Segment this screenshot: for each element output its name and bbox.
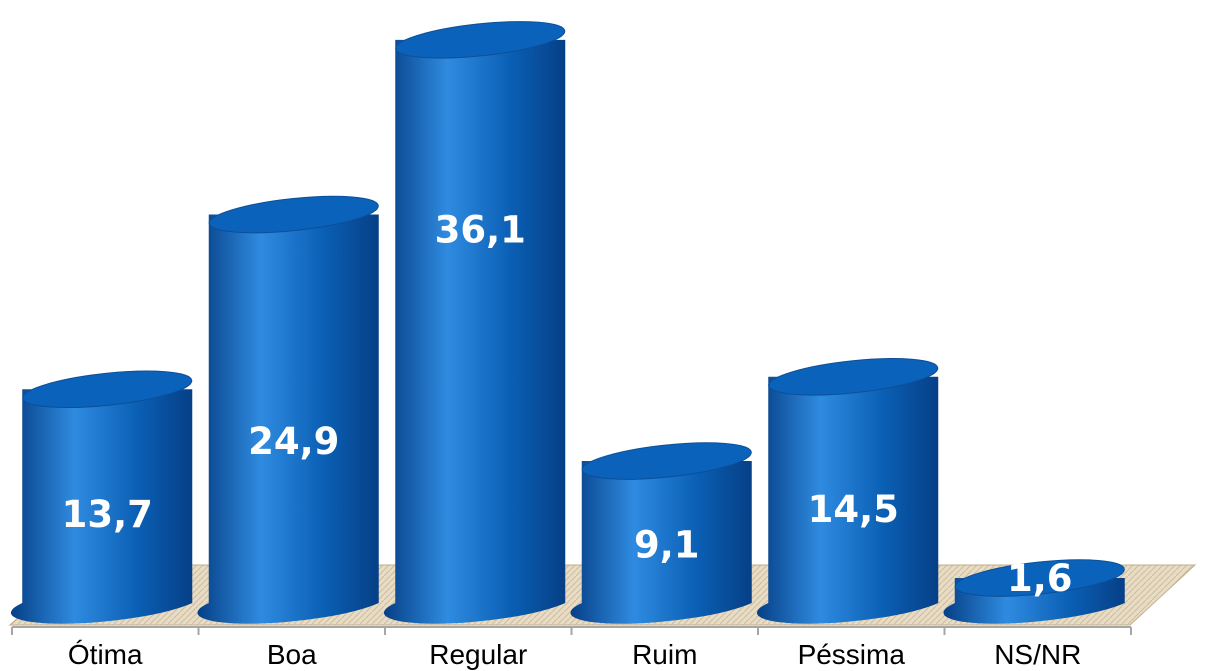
bar: 9,1 [570,442,752,624]
category-label: NS/NR [994,639,1081,670]
bar-body [756,376,939,624]
data-label: 24,9 [248,420,339,463]
bar-top [954,559,1125,597]
category-label: Péssima [798,639,906,670]
bar-body [570,461,752,624]
data-label: 36,1 [435,209,526,252]
category-labels: Ótima Boa Regular Ruim Péssima NS/NR [68,639,1081,670]
data-label: 9,1 [634,523,700,566]
bar: 1,6 [943,557,1125,624]
bar-body [10,389,193,624]
bar-body [197,214,379,624]
bar-series: 13,7 24,9 36,1 9,1 14,5 1,6 [10,21,1125,624]
bar: 24,9 [197,195,379,624]
category-label: Regular [429,639,527,670]
bar: 14,5 [756,358,939,624]
data-label: 14,5 [808,488,899,531]
category-label: Boa [267,639,317,670]
bar-body [383,39,566,624]
category-label: Ótima [68,639,143,670]
bar: 13,7 [10,370,193,624]
bar-top [768,358,939,396]
bar-top [395,21,566,59]
category-label: Ruim [632,639,697,670]
x-axis [11,626,1132,635]
bar-top [581,442,752,480]
bar: 36,1 [383,21,566,624]
data-label: 1,6 [1007,557,1073,600]
bar-top [208,195,379,234]
data-label: 13,7 [62,493,153,536]
bar-top [22,370,193,409]
